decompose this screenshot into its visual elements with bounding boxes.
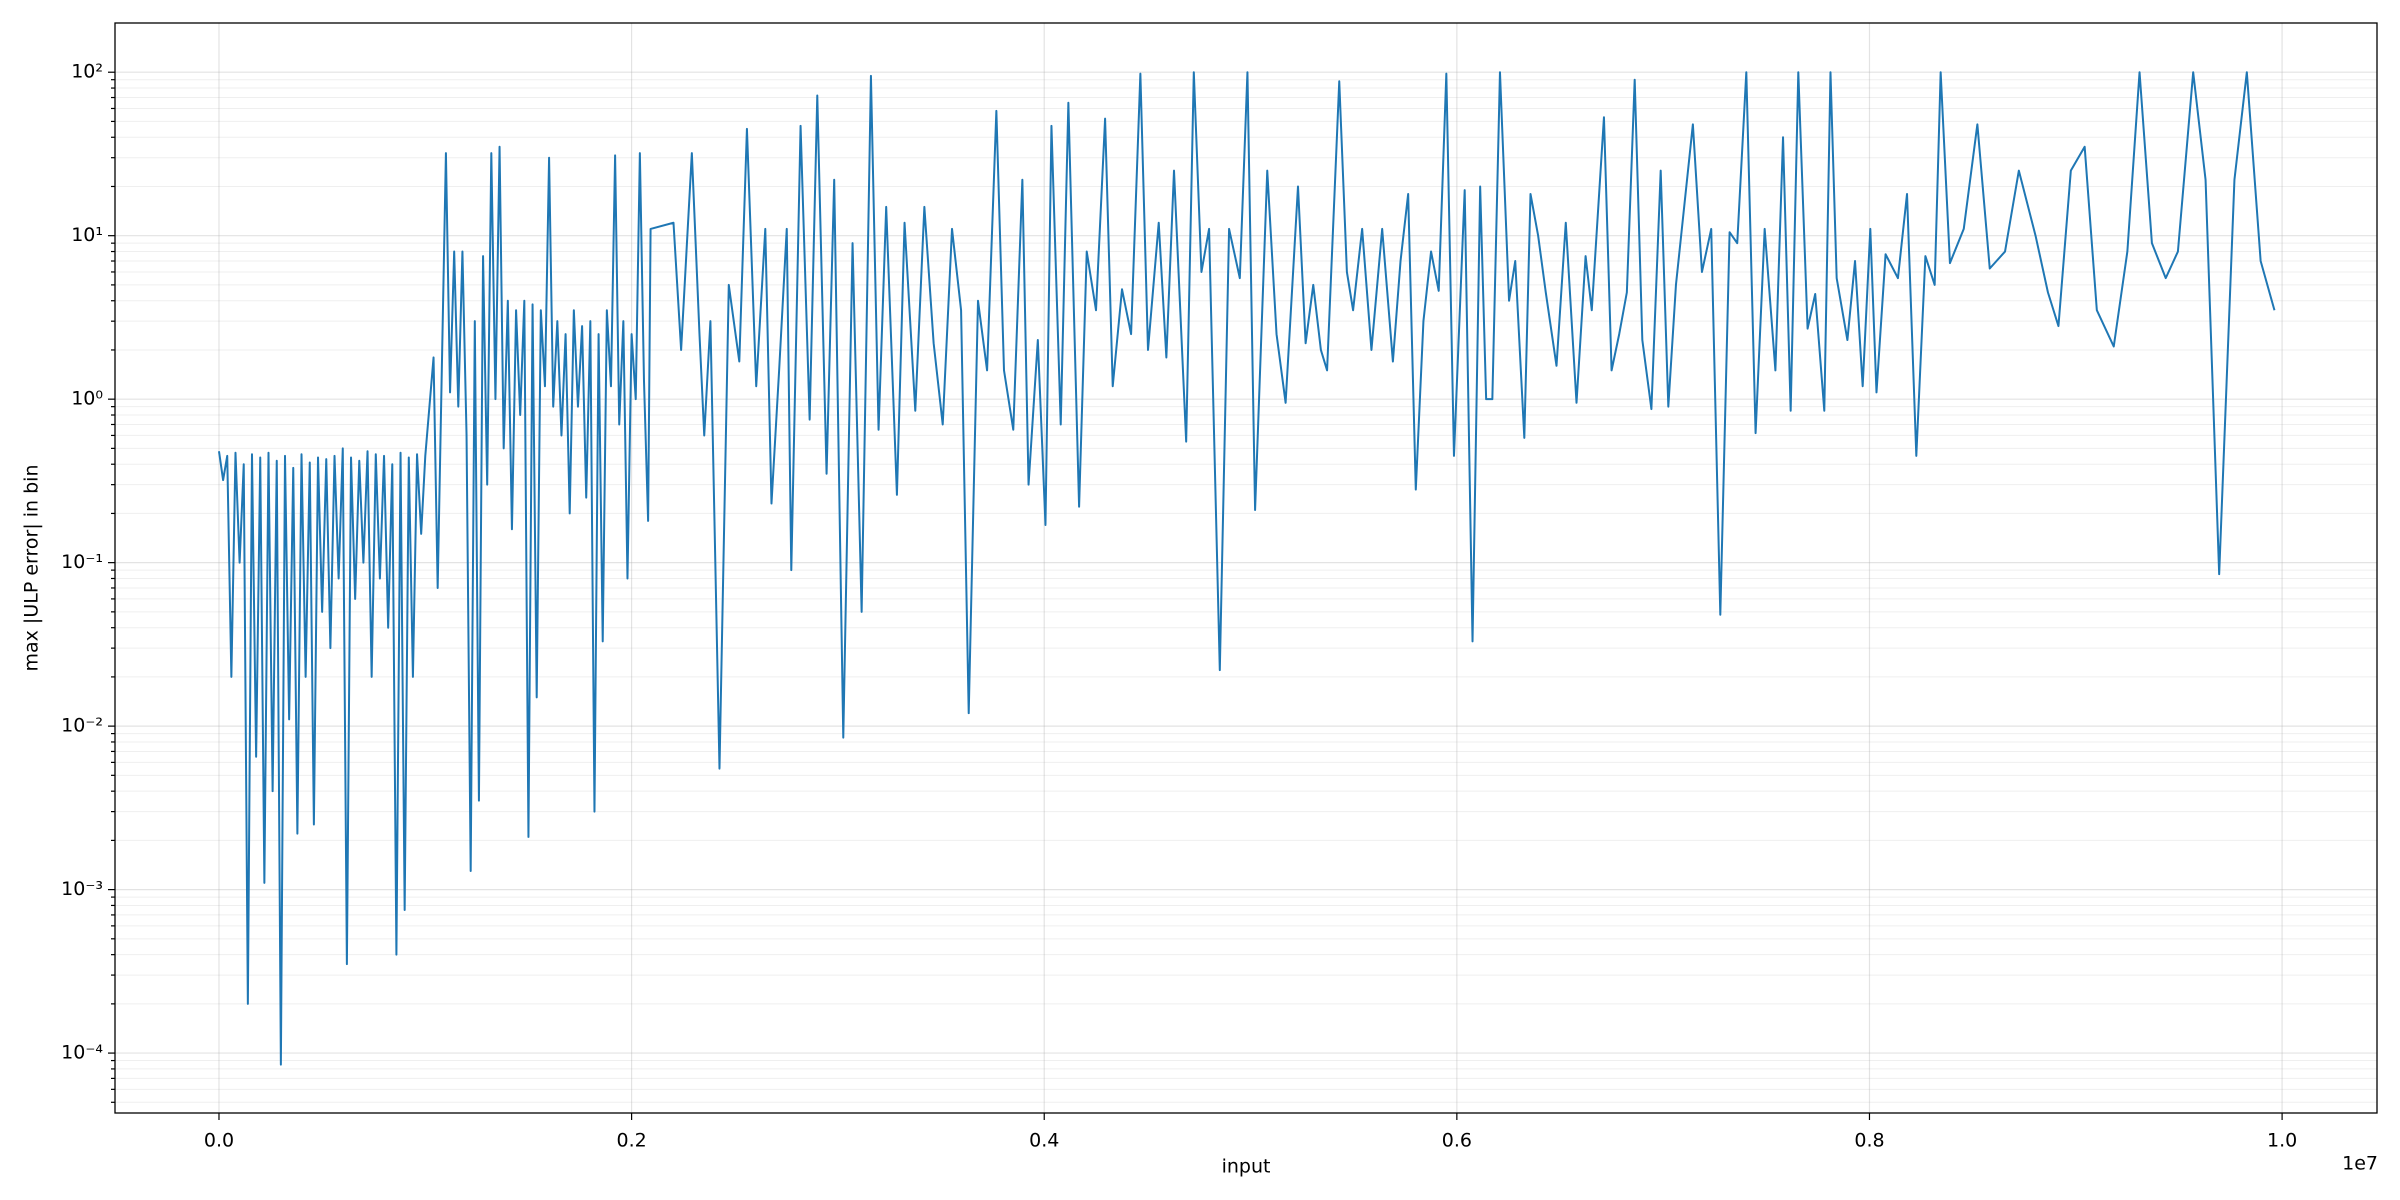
- x-tick-label: 0.2: [616, 1130, 646, 1152]
- x-tick-label: 0.8: [1854, 1130, 1884, 1152]
- y-tick-label: 10¹: [71, 224, 103, 246]
- x-axis-label: input: [1222, 1156, 1271, 1178]
- y-tick-label: 10⁻³: [61, 878, 103, 900]
- y-tick-label: 10⁻²: [61, 715, 103, 737]
- y-tick-label: 10⁻⁴: [61, 1042, 103, 1064]
- data-line: [217, 71, 2276, 1066]
- x-tick-label: 0.6: [1442, 1130, 1472, 1152]
- y-tick-label: 10⁻¹: [61, 551, 103, 573]
- x-offset-label: 1e7: [2342, 1153, 2378, 1175]
- x-tick-label: 0.0: [204, 1130, 234, 1152]
- plot-frame: [114, 22, 2378, 1114]
- x-tick-label: 1.0: [2267, 1130, 2297, 1152]
- y-axis-label: max |ULP error| in bin: [21, 464, 43, 671]
- y-tick-label: 10⁰: [71, 388, 103, 410]
- x-tick-label: 0.4: [1029, 1130, 1059, 1152]
- y-tick-label: 10²: [71, 61, 103, 83]
